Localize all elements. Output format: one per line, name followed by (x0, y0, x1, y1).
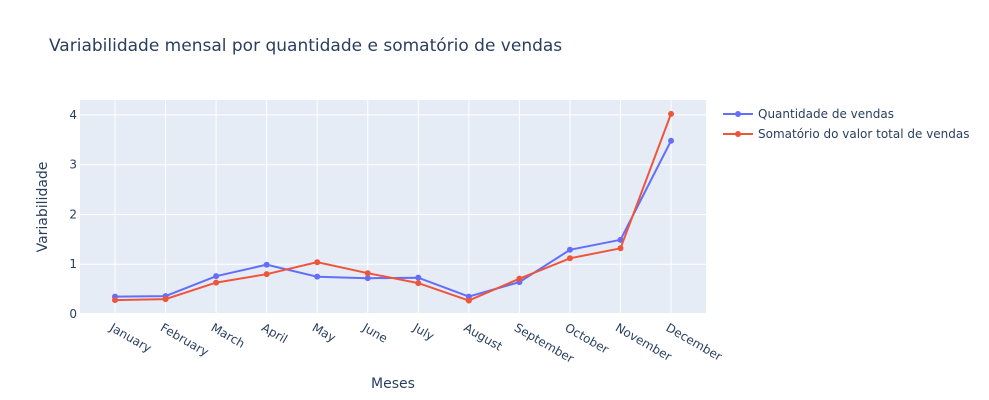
data-point[interactable] (213, 273, 220, 280)
legend-item[interactable]: Somatório do valor total de vendas (723, 127, 970, 141)
data-point[interactable] (415, 280, 422, 287)
legend[interactable]: Quantidade de vendas Somatório do valor t… (723, 107, 970, 141)
data-point[interactable] (415, 274, 422, 281)
legend-item[interactable]: Quantidade de vendas (723, 107, 894, 121)
y-tick-label: 2 (69, 207, 77, 221)
data-point[interactable] (617, 245, 624, 252)
data-point[interactable] (213, 279, 220, 286)
plot-area (80, 100, 706, 314)
data-point[interactable] (314, 273, 321, 280)
data-point[interactable] (668, 137, 675, 144)
series-line (114, 113, 672, 302)
y-axis-title: Variabilidade (35, 162, 51, 253)
data-point[interactable] (566, 255, 573, 262)
data-point[interactable] (263, 261, 270, 268)
series-2 (112, 110, 675, 304)
data-point[interactable] (364, 270, 371, 277)
y-tick-label: 0 (69, 307, 77, 321)
data-point[interactable] (465, 297, 472, 304)
legend-marker (735, 111, 741, 117)
y-tick-label: 1 (69, 257, 77, 271)
legend-marker (735, 131, 741, 137)
y-tick-labels: 0 1 2 3 4 (69, 108, 77, 321)
legend-label: Quantidade de vendas (758, 107, 894, 121)
data-point[interactable] (617, 236, 624, 243)
data-point[interactable] (516, 275, 523, 282)
x-axis-title: Meses (371, 376, 415, 392)
legend-label: Somatório do valor total de vendas (758, 127, 970, 141)
data-point[interactable] (162, 296, 169, 303)
data-point[interactable] (314, 259, 321, 266)
chart-title: Variabilidade mensal por quantidade e so… (49, 36, 562, 56)
series-layer (112, 110, 675, 304)
y-tick-label: 4 (69, 108, 77, 122)
data-point[interactable] (263, 271, 270, 278)
data-point[interactable] (112, 297, 118, 304)
grid (80, 100, 706, 315)
data-point[interactable] (566, 246, 573, 253)
data-point[interactable] (364, 275, 371, 282)
y-tick-label: 3 (69, 158, 77, 172)
data-point[interactable] (668, 110, 675, 117)
